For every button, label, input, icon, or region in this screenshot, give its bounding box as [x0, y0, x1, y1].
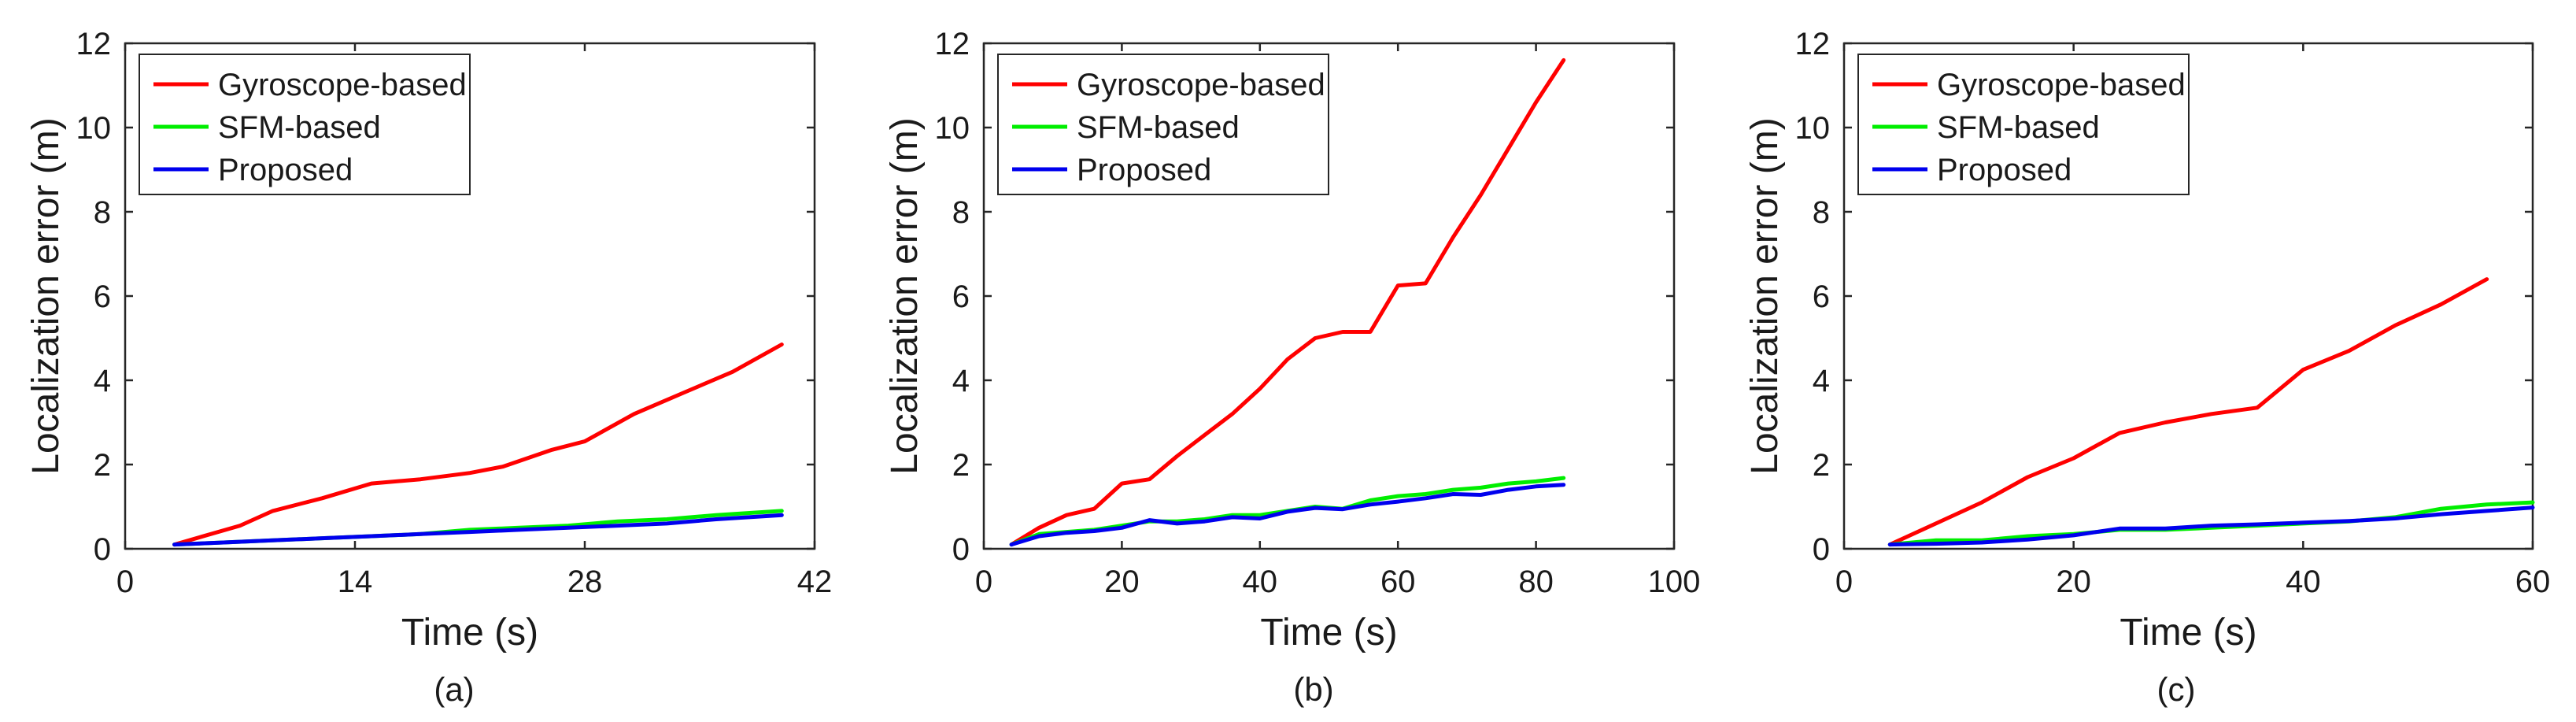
chart-panel-2: 0 20 40 60 80 100 0 2 4 6 8 10 12 Time (s) Localizatio…: [884, 27, 1700, 708]
series-line-gyroscope-based: [1009, 57, 1566, 547]
y-tick-label: 12: [76, 27, 112, 61]
legend-label: Proposed: [1077, 153, 1211, 187]
y-tick-label: 4: [94, 364, 111, 398]
legend-label: SFM-based: [218, 110, 381, 145]
x-tick-label: 40: [1243, 565, 1278, 599]
x-axis-label: Time (s): [2120, 612, 2256, 654]
legend-label: Proposed: [1937, 153, 2072, 187]
y-axis-label: Localization error (m): [1744, 117, 1786, 474]
x-tick-label: 0: [116, 565, 134, 599]
x-tick-label: 42: [797, 565, 833, 599]
x-tick-label: 80: [1518, 565, 1554, 599]
y-tick-label: 0: [1813, 532, 1830, 567]
legend: Gyroscope-based SFM-based Proposed: [139, 54, 471, 195]
y-axis-label: Localization error (m): [25, 117, 67, 474]
x-tick-label: 20: [2056, 565, 2091, 599]
chart-panel-3: 0 20 40 60 0 2 4 6 8 10 12 Time (s) Localization err…: [1744, 27, 2550, 708]
x-tick-label: 0: [975, 565, 992, 599]
x-tick-label: 14: [338, 565, 373, 599]
y-tick-label: 12: [1795, 27, 1831, 61]
legend-label: SFM-based: [1077, 110, 1240, 145]
series-line-proposed: [1009, 483, 1566, 547]
x-tick-label: 60: [2515, 565, 2551, 599]
y-tick-label: 10: [1795, 111, 1831, 146]
x-axis-label: Time (s): [1260, 612, 1397, 654]
y-tick-label: 4: [1813, 364, 1830, 398]
legend-label: SFM-based: [1937, 110, 2100, 145]
legend: Gyroscope-based SFM-based Proposed: [997, 54, 1329, 195]
x-tick-label: 40: [2286, 565, 2321, 599]
series-line-sfm-based: [1887, 500, 2535, 547]
x-tick-label: 20: [1104, 565, 1140, 599]
y-tick-label: 8: [952, 195, 970, 230]
y-tick-label: 6: [952, 280, 970, 314]
x-tick-label: 28: [567, 565, 603, 599]
y-tick-label: 0: [952, 532, 970, 567]
x-tick-label: 100: [1648, 565, 1701, 599]
legend-label: Gyroscope-based: [1077, 68, 1325, 102]
panel-caption: (c): [2157, 671, 2196, 708]
y-tick-label: 2: [1813, 448, 1830, 483]
panel-caption: (a): [434, 671, 474, 708]
series-line-gyroscope-based: [172, 342, 784, 547]
y-tick-label: 4: [952, 364, 970, 398]
y-tick-label: 2: [94, 448, 111, 483]
legend-label: Proposed: [218, 153, 353, 187]
panel-caption: (b): [1293, 671, 1333, 708]
series-line-proposed: [172, 513, 784, 547]
y-tick-label: 10: [935, 111, 970, 146]
y-axis-label: Localization error (m): [884, 117, 926, 474]
series-line-proposed: [1887, 505, 2535, 547]
y-tick-label: 10: [76, 111, 112, 146]
legend-label: Gyroscope-based: [1937, 68, 2186, 102]
x-axis-label: Time (s): [401, 612, 538, 654]
x-tick-label: 0: [1835, 565, 1853, 599]
chart-panel-1: 0 14 28 42 0 2 4 6 8 10 12 Time (s) Localization err…: [25, 27, 832, 708]
y-tick-label: 8: [94, 195, 111, 230]
x-tick-label: 60: [1380, 565, 1416, 599]
y-tick-label: 6: [94, 280, 111, 314]
series-line-gyroscope-based: [1887, 277, 2489, 547]
legend: Gyroscope-based SFM-based Proposed: [1857, 54, 2190, 195]
y-tick-label: 6: [1813, 280, 1830, 314]
legend-label: Gyroscope-based: [218, 68, 467, 102]
y-tick-label: 2: [952, 448, 970, 483]
y-tick-label: 12: [935, 27, 970, 61]
y-tick-label: 8: [1813, 195, 1830, 230]
y-tick-label: 0: [94, 532, 111, 567]
